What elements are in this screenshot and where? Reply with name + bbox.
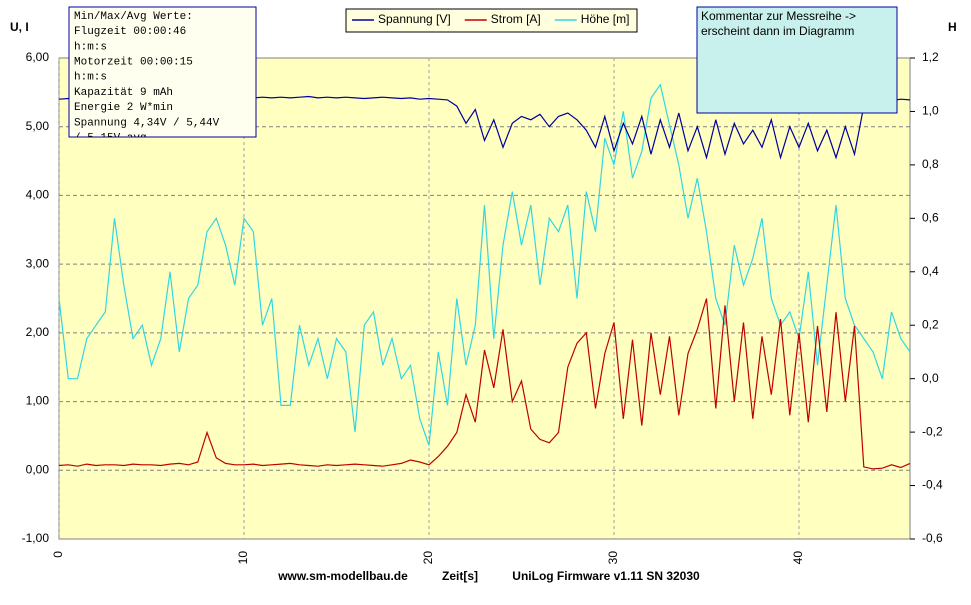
comment-line: erscheint dann im Diagramm: [701, 24, 854, 38]
info-line: Motorzeit 00:00:15: [74, 57, 193, 69]
y2-axis-label: H: [948, 20, 957, 34]
info-line: Spannung 4,34V / 5,44V: [74, 117, 220, 129]
info-line: h:m:s: [74, 41, 107, 53]
y-tick-label: 5,00: [26, 119, 50, 133]
y-tick-label: 0,00: [26, 462, 50, 476]
y-tick-label: -1,00: [22, 531, 50, 545]
y2-tick-label: -0,2: [922, 424, 943, 438]
y2-tick-label: 0,2: [922, 317, 939, 331]
info-line: / 5,15V avg: [74, 133, 147, 145]
plot-area: [58, 57, 911, 540]
info-line: Min/Max/Avg Werte:: [74, 11, 193, 23]
y2-tick-label: 1,2: [922, 50, 939, 64]
y-tick-label: 6,00: [26, 50, 50, 64]
info-box: [68, 6, 257, 138]
x-tick-label: 40: [791, 551, 805, 565]
info-line: Energie 2 W*min: [74, 102, 173, 114]
comment-line: Kommentar zur Messreihe ->: [701, 9, 856, 23]
info-text: Min/Max/Avg Werte: Flugzeit 00:00:46 h:m:s…: [74, 11, 220, 145]
footer-left: www.sm-modellbau.de: [277, 569, 408, 583]
comment-box: [696, 6, 898, 114]
y-axis-label: U, I: [10, 20, 29, 34]
legend-label: Höhe [m]: [581, 12, 630, 26]
x-tick-label: 20: [421, 551, 435, 565]
y-tick-label: 3,00: [26, 256, 50, 270]
y2-tick-label: 1,0: [922, 104, 939, 118]
info-line: Flugzeit 00:00:46: [74, 26, 186, 38]
y-tick-label: 4,00: [26, 188, 50, 202]
x-tick-label: 0: [51, 551, 65, 558]
y2-tick-label: 0,8: [922, 157, 939, 171]
x-tick-label: 30: [606, 551, 620, 565]
y2-tick-label: -0,4: [922, 478, 943, 492]
y-tick-label: 1,00: [26, 394, 50, 408]
legend-label: Strom [A]: [491, 12, 541, 26]
y-tick-label: 2,00: [26, 325, 50, 339]
info-line: Kapazität 9 mAh: [74, 87, 173, 99]
legend-label: Spannung [V]: [378, 12, 451, 26]
legend: [345, 8, 638, 33]
y2-tick-label: 0,4: [922, 264, 939, 278]
series-line: [58, 298, 911, 470]
x-axis-label: Zeit[s]: [442, 569, 478, 583]
y2-tick-label: 0,6: [922, 211, 939, 225]
x-tick-label: 10: [236, 551, 250, 565]
y2-tick-label: -0,6: [922, 531, 943, 545]
series-line: [58, 83, 911, 446]
info-line: h:m:s: [74, 72, 107, 84]
y2-tick-label: 0,0: [922, 371, 939, 385]
footer-right: UniLog Firmware v1.11 SN 32030: [512, 569, 700, 583]
